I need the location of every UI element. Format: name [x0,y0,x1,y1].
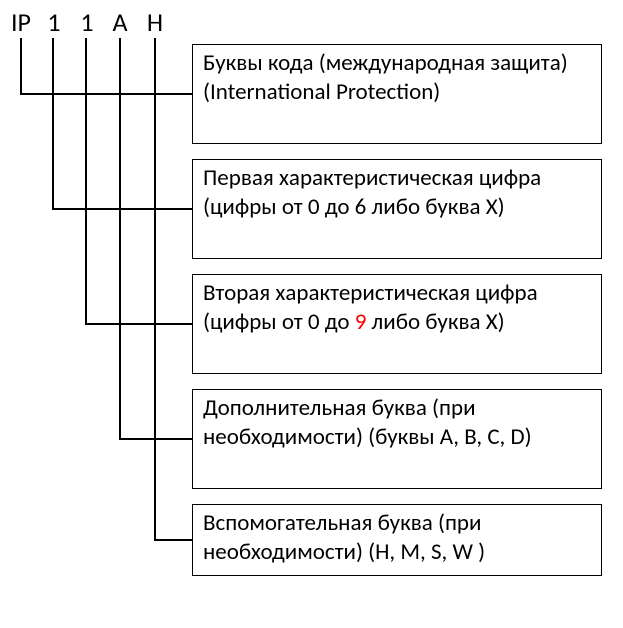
code-char-d1: 1 [44,6,64,38]
desc-box-d1: Первая характеристическая цифра (цифры о… [192,159,602,259]
desc-text-d2: либо буква X) [366,308,504,336]
desc-text-d1: Первая характеристическая цифра (цифры о… [203,164,541,221]
leader-horz-h [154,539,192,541]
leader-vert-a [119,38,121,440]
ip-code-diagram: IP11AHБуквы кода (международная защита) … [0,0,623,628]
code-char-d2: 1 [77,6,97,38]
leader-horz-ip [20,93,192,95]
desc-text-h: Вспомогательная буква (при необходимости… [203,509,485,566]
code-char-h: H [144,6,166,38]
leader-vert-d1 [52,38,54,210]
desc-box-h: Вспомогательная буква (при необходимости… [192,504,602,576]
leader-vert-ip [20,38,22,95]
code-char-a: A [109,6,131,38]
leader-horz-d1 [52,208,192,210]
leader-vert-h [154,38,156,541]
desc-box-d2: Вторая характеристическая цифра (цифры о… [192,274,602,374]
desc-box-a: Дополнительная буква (при необходимости)… [192,389,602,489]
code-char-ip: IP [6,6,36,38]
leader-horz-d2 [85,323,192,325]
desc-text-a: Дополнительная буква (при необходимости)… [203,394,532,451]
leader-vert-d2 [85,38,87,325]
desc-text-d2: 9 [355,308,367,336]
desc-text-ip: Буквы кода (международная защита) (Inter… [203,49,568,106]
desc-box-ip: Буквы кода (международная защита) (Inter… [192,44,602,144]
